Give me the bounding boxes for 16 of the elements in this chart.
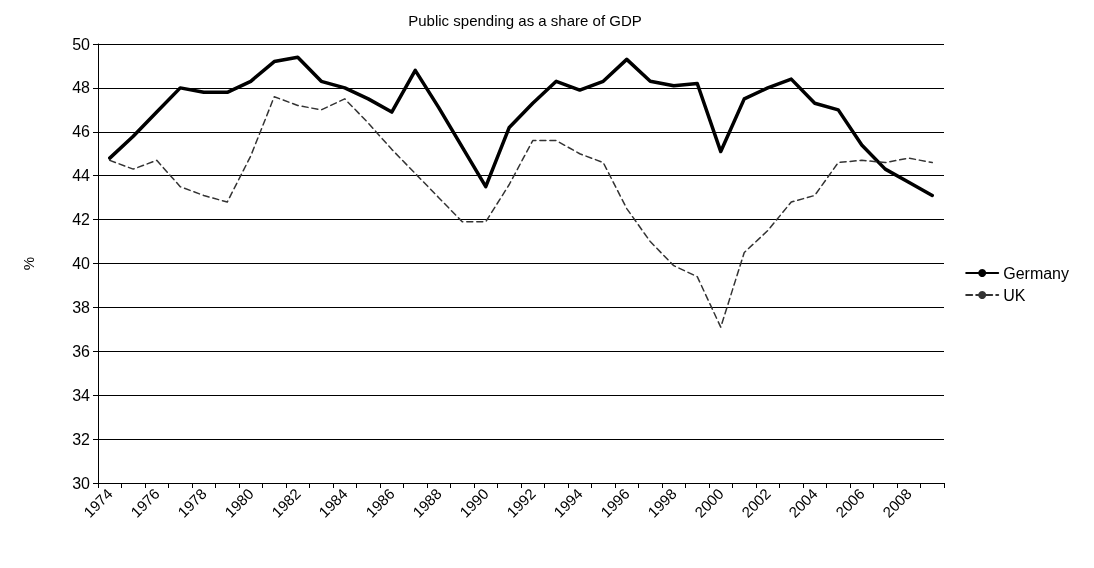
y-tick-label: 32 — [72, 430, 91, 448]
legend-label: Germany — [1003, 264, 1069, 282]
y-tick-label: 30 — [72, 474, 91, 492]
y-tick-label: 38 — [72, 298, 91, 316]
chart-title: Public spending as a share of GDP — [408, 12, 642, 29]
y-tick-label: 34 — [72, 386, 91, 404]
line-series — [109, 95, 933, 328]
y-tick-label: 48 — [72, 79, 91, 97]
y-tick-label: 40 — [72, 255, 91, 272]
y-tick-label: 44 — [72, 167, 91, 185]
y-tick-label: 42 — [72, 211, 91, 229]
y-tick-label: 50 — [72, 35, 91, 53]
y-tick-label: 36 — [72, 342, 91, 360]
y-axis-title: % — [20, 256, 37, 271]
y-tick-label: 46 — [72, 123, 91, 141]
legend-label: UK — [1003, 286, 1026, 304]
